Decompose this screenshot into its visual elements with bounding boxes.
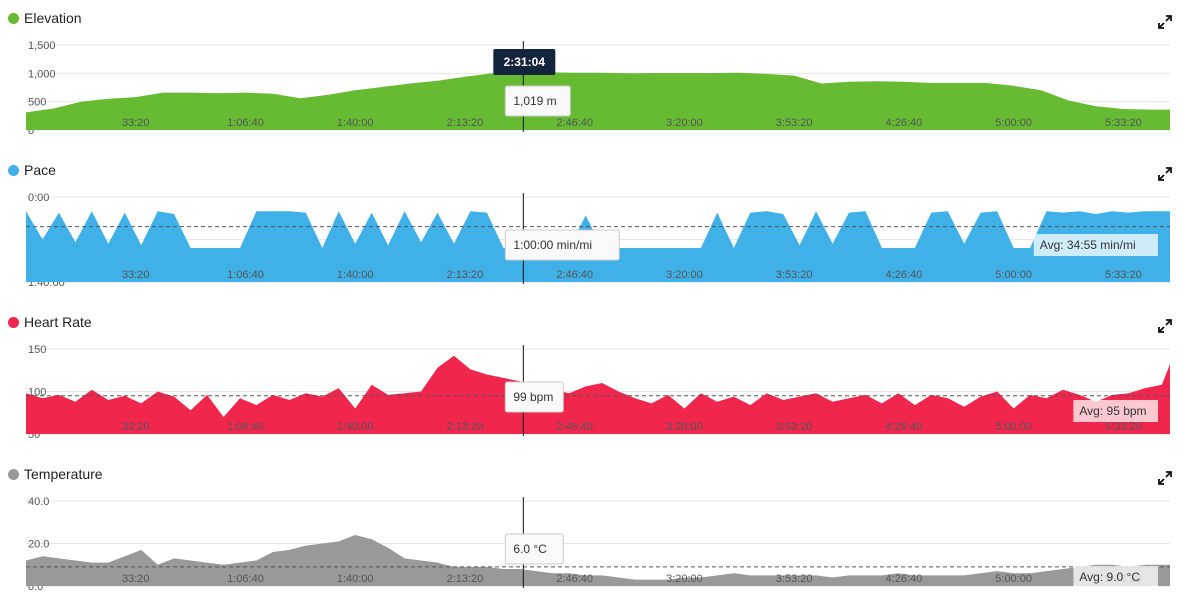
elevation-x-tick-label: 2:13:20 [447,117,484,129]
pace-x-tick-label: 1:40:00 [337,269,374,281]
pace-panel-title: Pace [24,162,56,178]
heart-rate-panel-title: Heart Rate [24,314,92,330]
cursor-time-label: 2:31:04 [504,55,546,69]
pace-panel-header: Pace [0,160,1183,184]
heart-rate-x-tick-label: 33:20 [122,421,150,433]
temperature-x-tick-label: 2:46:40 [556,573,593,585]
temperature-tooltip-value: 6.0 °C [513,542,547,556]
expand-icon[interactable] [1158,15,1172,29]
temperature-x-tick-label: 5:00:00 [995,573,1032,585]
heart-rate-tooltip-value: 99 bpm [513,390,553,404]
temperature-average-label-box [1073,566,1158,588]
elevation-x-tick-label: 4:26:40 [886,117,923,129]
elevation-y-tick-label: 1,000 [28,68,56,80]
heart-rate-x-tick-label: 2:13:20 [447,421,484,433]
elevation-x-tick-label: 3:53:20 [776,117,813,129]
elevation-legend-dot [8,13,19,24]
temperature-x-tick-label: 2:13:20 [447,573,484,585]
heart-rate-x-tick-label: 5:33:20 [1105,421,1142,433]
temperature-x-tick-label: 33:20 [122,573,150,585]
heart-rate-x-tick-label: 4:26:40 [886,421,923,433]
pace-x-tick-label: 2:46:40 [556,269,593,281]
elevation-x-tick-label: 2:46:40 [556,117,593,129]
pace-tooltip-value: 1:00:00 min/mi [513,238,592,252]
pace-x-tick-label: 3:20:00 [666,269,703,281]
elevation-y-tick-label: 1,500 [28,40,56,52]
elevation-tooltip-box [504,85,571,117]
temperature-x-tick-label: 1:40:00 [337,573,374,585]
heart-rate-panel: Heart Rate 150 100 50 33:20 1:06:40 1:40:00 2:… [0,312,1183,464]
temperature-chart: 40.020.00.033:20 1:06:40 1:40:00 2:13:20 2:4… [26,496,1170,593]
heart-rate-x-tick-label: 1:06:40 [227,421,264,433]
pace-chart: 0:0050:001:40:0033:201:06:401:40:002:13:… [26,192,1170,289]
pace-legend-dot [8,165,19,176]
elevation-x-tick-label: 1:06:40 [227,117,264,129]
elevation-chart: 1,500 1,000 500 0 33:20 1:06:40 1:40:00 2:13:20… [26,40,1170,137]
temperature-y-tick-label: 40.0 [28,496,49,508]
expand-icon[interactable] [1158,319,1172,333]
temperature-x-tick-label: 3:20:00 [666,573,703,585]
heart-rate-tooltip-box [504,381,564,413]
pace-x-tick-label: 2:13:20 [447,269,484,281]
heart-rate-panel-header: Heart Rate [0,312,1183,336]
temperature-panel: Temperature 40.0 20.0 0.0 33:20 1:06:40 1:40:… [0,464,1183,616]
expand-icon[interactable] [1158,167,1172,181]
temperature-x-tick-label: 3:53:20 [776,573,813,585]
pace-tooltip-box [504,229,620,261]
elevation-y-tick-label: 0 [28,125,34,137]
temperature-area [26,535,1170,586]
elevation-x-tick-label: 33:20 [122,117,150,129]
elevation-x-tick-label: 5:00:00 [995,117,1032,129]
elevation-panel-header: Elevation [0,8,1183,32]
elevation-area [26,72,1170,130]
elevation-x-tick-label: 3:20:00 [666,117,703,129]
pace-x-tick-label: 5:33:20 [1105,269,1142,281]
pace-x-tick-label: 4:26:40 [886,269,923,281]
pace-average-label: Avg: 34:55 min/mi [1040,238,1136,252]
temperature-x-tick-label: 1:06:40 [227,573,264,585]
pace-x-tick-label: 33:20 [122,269,150,281]
pace-average-label-box [1033,234,1158,256]
temperature-legend-dot [8,469,19,480]
heart-rate-y-tick-label: 150 [28,344,46,356]
cursor-time-badge [493,49,556,75]
temperature-y-tick-label: 20.0 [28,539,49,551]
temperature-average-label: Avg: 9.0 °C [1079,570,1140,584]
elevation-x-tick-label: 5:33:20 [1105,117,1142,129]
heart-rate-x-tick-label: 3:53:20 [776,421,813,433]
elevation-tooltip-value: 1,019 m [513,94,556,108]
elevation-panel-title: Elevation [24,10,82,26]
heart-rate-average-label-box [1073,400,1158,422]
temperature-panel-title: Temperature [24,466,103,482]
pace-x-tick-label: 3:53:20 [776,269,813,281]
pace-x-tick-label: 5:00:00 [995,269,1032,281]
temperature-x-tick-label: 4:26:40 [886,573,923,585]
heart-rate-average-label: Avg: 95 bpm [1079,404,1146,418]
temperature-panel-header: Temperature [0,464,1183,488]
elevation-y-tick-label: 500 [28,97,46,109]
heart-rate-x-tick-label: 3:20:00 [666,421,703,433]
heart-rate-x-tick-label: 1:40:00 [337,421,374,433]
elevation-x-tick-label: 1:40:00 [337,117,374,129]
heart-rate-area [26,355,1170,434]
pace-x-tick-label: 1:06:40 [227,269,264,281]
temperature-tooltip-box [504,533,564,565]
expand-icon[interactable] [1158,471,1172,485]
heart-rate-x-tick-label: 2:46:40 [556,421,593,433]
pace-y-tick-label: 0:00 [28,192,49,204]
heart-rate-x-tick-label: 5:00:00 [995,421,1032,433]
heart-rate-legend-dot [8,317,19,328]
pace-panel: Pace 0:0050:001:40:0033:201:06:401:40:00… [0,160,1183,312]
elevation-panel: Elevation 1,500 1,000 500 0 33:20 1:06:40 1:40… [0,8,1183,160]
